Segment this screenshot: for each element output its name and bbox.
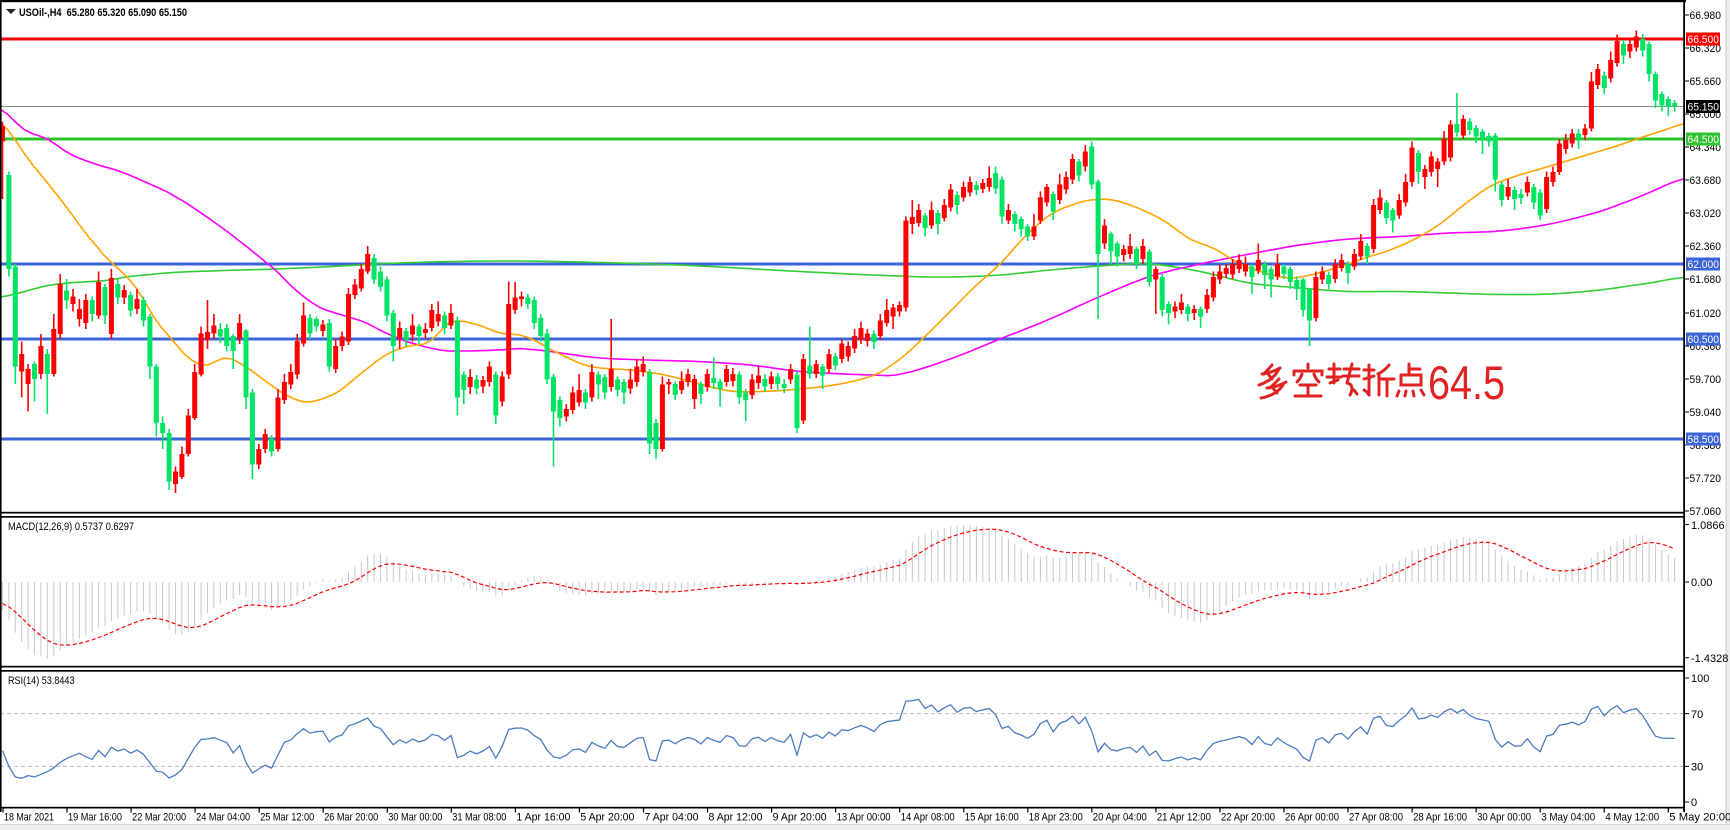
svg-text:70: 70 (1691, 709, 1703, 721)
svg-text:MACD(12,26,9) 0.5737 0.6297: MACD(12,26,9) 0.5737 0.6297 (8, 521, 134, 533)
svg-text:5 May 20:00: 5 May 20:00 (1669, 812, 1730, 824)
svg-text:8 Apr 12:00: 8 Apr 12:00 (709, 812, 763, 824)
svg-text:60.500: 60.500 (1688, 334, 1720, 346)
svg-text:-1.4328: -1.4328 (1691, 653, 1728, 665)
svg-text:22 Mar 20:00: 22 Mar 20:00 (132, 812, 186, 824)
svg-text:22 Apr 20:00: 22 Apr 20:00 (1221, 812, 1275, 824)
svg-text:21 Apr 12:00: 21 Apr 12:00 (1157, 812, 1211, 824)
svg-text:20 Apr 04:00: 20 Apr 04:00 (1093, 812, 1147, 824)
svg-text:14 Apr 08:00: 14 Apr 08:00 (901, 812, 955, 824)
svg-text:66.500: 66.500 (1688, 34, 1720, 46)
svg-text:3 May 04:00: 3 May 04:00 (1541, 812, 1595, 824)
svg-text:0.00: 0.00 (1691, 577, 1712, 589)
svg-text:15 Apr 16:00: 15 Apr 16:00 (965, 812, 1019, 824)
svg-text:65.150: 65.150 (1688, 102, 1720, 114)
svg-text:63.020: 63.020 (1690, 208, 1722, 220)
svg-text:61.020: 61.020 (1690, 308, 1722, 320)
svg-text:57.720: 57.720 (1690, 473, 1722, 485)
svg-text:59.040: 59.040 (1690, 407, 1722, 419)
svg-text:19 Mar 16:00: 19 Mar 16:00 (68, 812, 122, 824)
svg-text:31 Mar 08:00: 31 Mar 08:00 (452, 812, 506, 824)
svg-text:18 Mar 2021: 18 Mar 2021 (4, 812, 54, 824)
svg-text:100: 100 (1691, 673, 1709, 685)
svg-text:9 Apr 20:00: 9 Apr 20:00 (773, 812, 827, 824)
svg-text:26 Mar 20:00: 26 Mar 20:00 (324, 812, 378, 824)
svg-text:65.660: 65.660 (1690, 76, 1722, 88)
svg-text:13 Apr 00:00: 13 Apr 00:00 (837, 812, 891, 824)
svg-text:24 Mar 04:00: 24 Mar 04:00 (196, 812, 250, 824)
svg-text:58.500: 58.500 (1688, 434, 1720, 446)
svg-text:27 Apr 08:00: 27 Apr 08:00 (1349, 812, 1403, 824)
svg-text:57.060: 57.060 (1690, 506, 1722, 518)
svg-text:63.680: 63.680 (1690, 175, 1722, 187)
svg-text:62.000: 62.000 (1688, 259, 1720, 271)
svg-text:0: 0 (1691, 797, 1697, 809)
svg-text:26 Apr 00:00: 26 Apr 00:00 (1285, 812, 1339, 824)
svg-text:1 Apr 16:00: 1 Apr 16:00 (516, 812, 570, 824)
svg-text:62.360: 62.360 (1690, 241, 1722, 253)
svg-text:RSI(14) 53.8443: RSI(14) 53.8443 (8, 675, 75, 687)
svg-text:USOil-,H4 65.280 65.320 65.09: USOil-,H4 65.280 65.320 65.090 65.150 (19, 7, 187, 19)
svg-text:61.680: 61.680 (1690, 274, 1722, 286)
svg-text:64.5: 64.5 (1428, 356, 1505, 409)
svg-text:59.700: 59.700 (1690, 374, 1722, 386)
svg-text:66.320: 66.320 (1690, 43, 1722, 55)
svg-text:25 Mar 12:00: 25 Mar 12:00 (260, 812, 314, 824)
svg-text:66.980: 66.980 (1690, 10, 1722, 22)
svg-text:4 May 12:00: 4 May 12:00 (1605, 812, 1659, 824)
svg-text:1.0866: 1.0866 (1691, 520, 1725, 532)
svg-text:7 Apr 04:00: 7 Apr 04:00 (645, 812, 699, 824)
svg-text:18 Apr 23:00: 18 Apr 23:00 (1029, 812, 1083, 824)
svg-text:30 Mar 00:00: 30 Mar 00:00 (388, 812, 442, 824)
svg-text:30 Apr 00:00: 30 Apr 00:00 (1477, 812, 1531, 824)
svg-text:30: 30 (1691, 762, 1703, 774)
svg-text:64.500: 64.500 (1688, 134, 1720, 146)
svg-text:5 Apr 20:00: 5 Apr 20:00 (580, 812, 634, 824)
svg-text:28 Apr 16:00: 28 Apr 16:00 (1413, 812, 1467, 824)
